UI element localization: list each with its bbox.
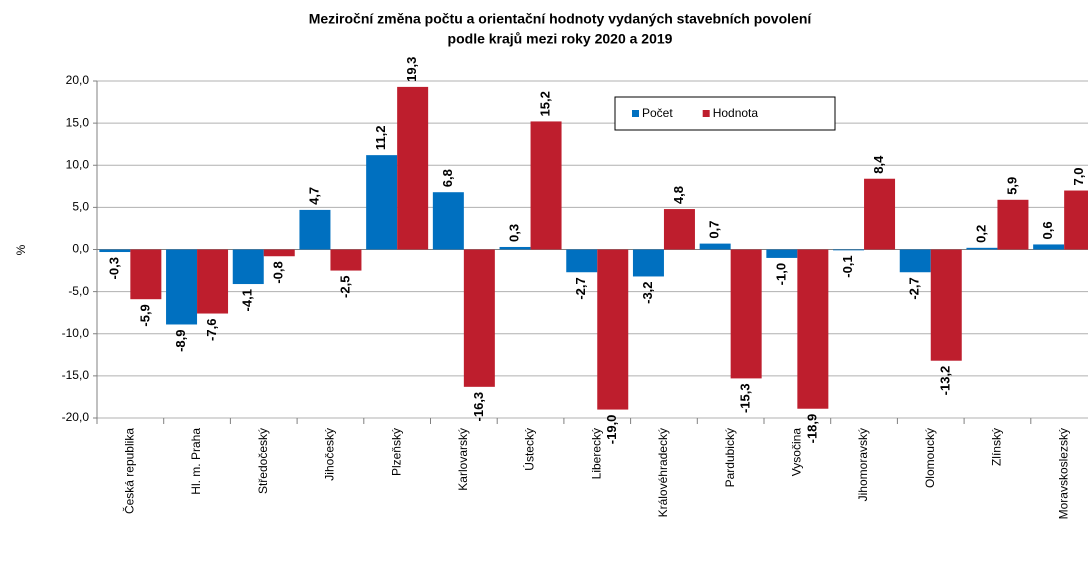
legend-swatch (702, 110, 710, 117)
y-tick-label: -5,0 (68, 284, 89, 298)
bar (766, 249, 798, 258)
data-label: -19,0 (604, 415, 619, 445)
x-tick-label: Liberecký (589, 428, 603, 479)
x-tick-label: Olomoucký (923, 428, 937, 488)
data-label: 4,7 (306, 187, 321, 205)
data-label: 8,4 (871, 155, 886, 174)
x-tick-label: Zlínský (990, 428, 1004, 466)
data-label: -8,9 (173, 329, 188, 351)
bar (99, 249, 131, 253)
y-tick-label: 20,0 (66, 73, 90, 87)
bar (930, 249, 962, 361)
legend-label: Počet (642, 106, 673, 120)
bar (232, 249, 264, 285)
data-label: 11,2 (373, 126, 388, 151)
data-label: 15,2 (537, 91, 552, 116)
x-tick-label: Jihomoravský (856, 428, 870, 501)
chart-title: Meziroční změna počtu a orientační hodno… (309, 11, 813, 27)
bar (566, 249, 598, 273)
data-label: 0,2 (973, 225, 988, 243)
y-tick-label: 5,0 (72, 200, 89, 214)
bar (699, 243, 731, 250)
x-tick-label: Vysočina (790, 428, 804, 477)
x-tick-label: Středočeský (256, 428, 270, 494)
x-tick-label: Plzeňský (389, 428, 403, 476)
data-label: 5,9 (1004, 177, 1019, 195)
bar (1064, 190, 1088, 250)
y-tick-label: -15,0 (62, 368, 90, 382)
y-tick-label: 10,0 (66, 157, 90, 171)
data-label: 19,3 (404, 57, 419, 82)
data-label: -5,9 (137, 304, 152, 326)
y-tick-label: 0,0 (72, 242, 89, 256)
data-label: -4,1 (240, 289, 255, 311)
legend: Počet Hodnota (614, 96, 836, 131)
x-tick-label: Česká republika (122, 428, 137, 514)
bar (166, 249, 198, 325)
bar (397, 86, 429, 250)
bar (597, 249, 629, 410)
bar (263, 249, 295, 257)
data-label: -15,3 (738, 383, 753, 413)
bar (530, 121, 562, 250)
bar (632, 249, 664, 277)
bar (966, 247, 998, 250)
data-label: 4,8 (671, 186, 686, 204)
x-tick-label: Hl. m. Praha (189, 428, 203, 495)
x-tick-label: Ústecký (522, 428, 537, 471)
x-tick-label: Královéhradecký (656, 428, 670, 517)
legend-label: Hodnota (713, 106, 759, 120)
data-label: -2,5 (337, 276, 352, 298)
bar (463, 249, 495, 387)
bar (833, 249, 865, 251)
data-label: -2,7 (573, 277, 588, 299)
bar (366, 155, 398, 250)
data-label: -18,9 (804, 414, 819, 444)
bar (997, 199, 1029, 250)
bar (864, 178, 896, 250)
x-tick-label: Karlovarský (456, 428, 470, 491)
data-label: 6,8 (440, 169, 455, 187)
x-tick-label: Jihočeský (323, 428, 337, 481)
legend-swatch (632, 110, 639, 117)
data-label: 0,7 (707, 221, 722, 239)
chart-title: podle krajů mezi roky 2020 a 2019 (448, 31, 673, 47)
y-axis-label: % (14, 244, 28, 255)
bar (499, 246, 531, 250)
bar (663, 209, 695, 250)
data-label: -0,8 (271, 261, 286, 283)
data-label: -1,0 (773, 263, 788, 285)
data-label: -3,2 (640, 281, 655, 303)
data-label: -2,7 (907, 277, 922, 299)
y-tick-label: -10,0 (62, 326, 90, 340)
bar (330, 249, 362, 271)
data-label: -13,2 (938, 366, 953, 396)
data-label: -0,1 (840, 255, 855, 277)
bar (197, 249, 229, 314)
data-label: 0,6 (1040, 221, 1055, 239)
bar (1033, 244, 1065, 250)
y-tick-label: 15,0 (66, 115, 90, 129)
legend-box (614, 96, 836, 131)
data-label: -16,3 (471, 392, 486, 422)
data-label: 0,3 (506, 224, 521, 242)
data-label: -7,6 (204, 319, 219, 341)
x-tick-label: Moravskoslezský (1056, 428, 1070, 519)
bar (130, 249, 162, 300)
x-tick-label: Pardubický (723, 428, 737, 487)
bar (797, 249, 829, 409)
y-tick-label: -20,0 (62, 410, 90, 424)
bar (899, 249, 931, 273)
bar (432, 192, 464, 250)
bar (730, 249, 762, 379)
bar (299, 209, 331, 250)
data-label: -0,3 (106, 257, 121, 279)
data-label: 7,0 (1071, 167, 1086, 185)
